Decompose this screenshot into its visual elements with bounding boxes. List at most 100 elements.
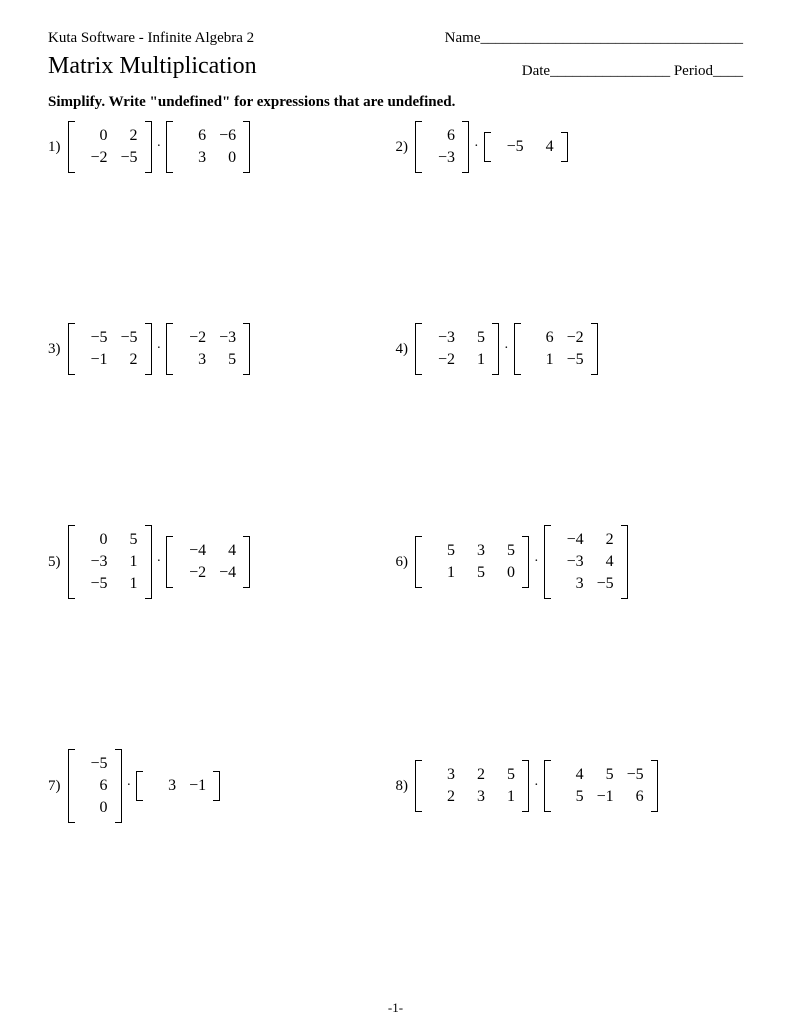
dot-operator: · (534, 554, 539, 570)
matrix-row: 05 (80, 529, 140, 551)
matrix-cell: 4 (556, 764, 586, 786)
matrix-cell: −5 (80, 327, 110, 349)
matrix: −44−2−4 (166, 536, 250, 588)
problem: 8)325231·45−55−16 (396, 749, 744, 823)
matrix-cell: 5 (487, 764, 517, 786)
matrix-cell: −2 (178, 562, 208, 584)
matrix-cell: 0 (80, 125, 110, 147)
bracket-right (214, 771, 220, 801)
matrix-cell: −4 (178, 540, 208, 562)
matrix: 6−21−5 (514, 323, 598, 375)
problem: 2)6−3·−54 (396, 121, 744, 173)
matrix: −5−5−12 (68, 323, 152, 375)
problem-number: 5) (48, 554, 61, 571)
date-period: Date________________ Period____ (522, 63, 743, 80)
matrix-row: −5 (80, 753, 110, 775)
matrix-row: 02 (80, 125, 140, 147)
matrix-cell: 1 (110, 551, 140, 573)
matrix: 325231 (415, 760, 529, 812)
matrix-row: −54 (496, 136, 556, 158)
matrix-cell: 3 (178, 147, 208, 169)
bracket-right (244, 536, 250, 588)
matrix-content: −560 (74, 749, 116, 823)
matrix-row: −5−5 (80, 327, 140, 349)
bracket-left (415, 760, 421, 812)
matrix-content: −42−343−5 (550, 525, 622, 599)
matrix: −560 (68, 749, 122, 823)
problem-number: 4) (396, 341, 409, 358)
matrix: 6−3 (415, 121, 469, 173)
bracket-left (415, 121, 421, 173)
matrix-row: −2−4 (178, 562, 238, 584)
bracket-left (415, 323, 421, 375)
matrix: 3−1 (136, 771, 220, 801)
matrix-cell: 0 (80, 797, 110, 819)
matrix: −2−335 (166, 323, 250, 375)
dot-operator: · (504, 341, 509, 357)
matrix-cell: 2 (110, 125, 140, 147)
dot-operator: · (474, 139, 479, 155)
bracket-left (68, 121, 74, 173)
matrix-cell: 1 (487, 786, 517, 808)
problem-number: 6) (396, 554, 409, 571)
bracket-left (166, 536, 172, 588)
matrix-cell: 0 (487, 562, 517, 584)
matrix-cell: 3 (178, 349, 208, 371)
matrix-cell: 5 (457, 327, 487, 349)
bracket-left (68, 525, 74, 599)
matrix-row: 35 (178, 349, 238, 371)
matrix-row: 3−1 (148, 775, 208, 797)
matrix-row: 45−5 (556, 764, 646, 786)
dot-operator: · (127, 778, 132, 794)
name-field: Name___________________________________ (445, 30, 743, 47)
matrix-cell: −5 (616, 764, 646, 786)
problem: 1) 02−2−5 · 6−63 0 (48, 121, 396, 173)
matrix-row: 6−6 (178, 125, 238, 147)
matrix-cell: −5 (110, 147, 140, 169)
matrix: 45−55−16 (544, 760, 658, 812)
matrix-row: 6 (80, 775, 110, 797)
matrix-cell: 3 (457, 786, 487, 808)
matrix-cell: 4 (208, 540, 238, 562)
matrix-content: 6−3 (421, 121, 463, 173)
matrix-cell: −3 (556, 551, 586, 573)
matrix-content: −54 (490, 132, 562, 162)
problem: 4)−35−21·6−21−5 (396, 323, 744, 375)
bracket-right (146, 121, 152, 173)
dot-operator: · (157, 139, 162, 155)
problem-number: 1) (48, 139, 61, 156)
matrix-cell: 5 (208, 349, 238, 371)
matrix-row: 6−2 (526, 327, 586, 349)
software-name: Kuta Software - Infinite Algebra 2 (48, 30, 254, 47)
bracket-right (463, 121, 469, 173)
matrix-cell: 0 (80, 529, 110, 551)
dot-operator: · (534, 778, 539, 794)
problem-row: 7)−560·3−18)325231·45−55−16 (48, 749, 743, 823)
matrix-cell: 2 (586, 529, 616, 551)
matrix-row: −51 (80, 573, 140, 595)
matrix-content: 05−31−51 (74, 525, 146, 599)
problems-grid: 1)02−2−5·6−6302)6−3·−543)−5−5−12·−2−3354… (48, 121, 743, 823)
matrix-cell: 3 (148, 775, 178, 797)
worksheet-page: Kuta Software - Infinite Algebra 2 Name_… (0, 0, 791, 1024)
bracket-left (415, 536, 421, 588)
bracket-left (166, 323, 172, 375)
matrix-content: −2−335 (172, 323, 244, 375)
matrix-cell: 1 (110, 573, 140, 595)
matrix-row: −21 (427, 349, 487, 371)
bracket-left (166, 121, 172, 173)
matrix-cell: −2 (427, 349, 457, 371)
matrix-cell: −2 (80, 147, 110, 169)
matrix-cell: 6 (526, 327, 556, 349)
page-number: -1- (0, 1000, 791, 1016)
header-row: Kuta Software - Infinite Algebra 2 Name_… (48, 30, 743, 47)
matrix-cell: 5 (427, 540, 457, 562)
matrix-content: −44−2−4 (172, 536, 244, 588)
matrix-cell: −2 (556, 327, 586, 349)
matrix-row: 325 (427, 764, 517, 786)
matrix-content: 02−2−5 (74, 121, 146, 173)
bracket-right (244, 121, 250, 173)
matrix-cell: −4 (208, 562, 238, 584)
matrix-cell: 2 (457, 764, 487, 786)
matrix-row: 1−5 (526, 349, 586, 371)
